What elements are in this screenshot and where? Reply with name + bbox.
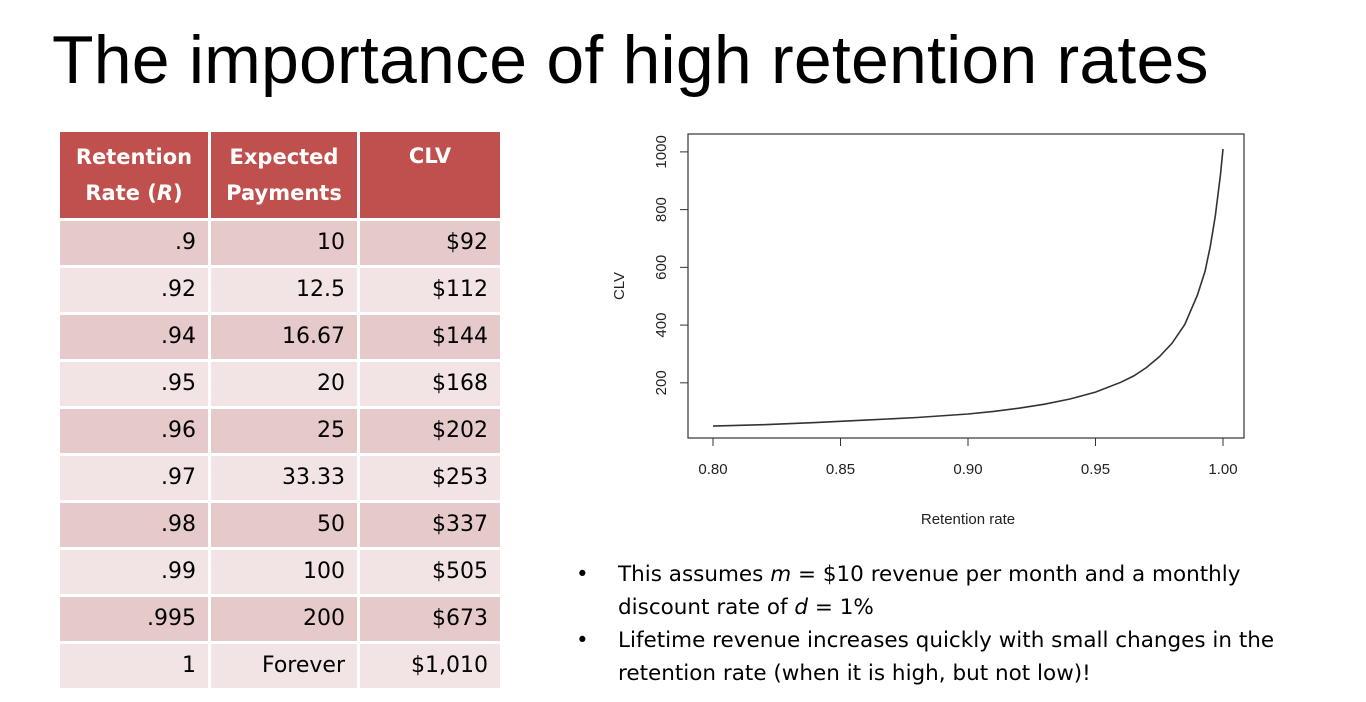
table-row: .9 10 $92 <box>60 221 500 268</box>
x-tick-label: 1.00 <box>1208 461 1237 478</box>
notes: • This assumes m = $10 revenue per month… <box>572 558 1332 690</box>
note1-var-d: d <box>794 595 809 620</box>
bullet-dot: • <box>576 562 589 587</box>
cell-retention-rate: .99 <box>60 550 208 597</box>
cell-retention-rate: 1 <box>60 644 208 691</box>
x-tick-label: 0.85 <box>826 461 855 478</box>
header-payments-line1: Expected <box>229 145 339 169</box>
slide-title: The importance of high retention rates <box>52 22 1209 98</box>
y-axis-label: CLV <box>611 272 628 300</box>
header-payments-line2: Payments <box>226 181 342 205</box>
clv-table: Retention Rate (R) Expected Payments CLV… <box>57 132 503 691</box>
y-tick-label: 1000 <box>653 135 670 168</box>
cell-clv: $112 <box>360 268 500 315</box>
cell-retention-rate: .97 <box>60 456 208 503</box>
cell-expected-payments: 50 <box>211 503 357 550</box>
clv-line-chart: 0.80 0.85 0.90 0.95 1.00 200 400 600 800 1000 Rete… <box>611 133 1245 528</box>
note-bullet-2: • Lifetime revenue increases quickly wit… <box>572 624 1332 690</box>
header-retention-var: R <box>156 181 174 205</box>
y-tick-label: 600 <box>653 255 670 280</box>
header-retention-line1: Retention <box>75 145 193 169</box>
header-clv: CLV <box>360 132 500 221</box>
table-row: .98 50 $337 <box>60 503 500 550</box>
y-tick-label: 400 <box>653 313 670 338</box>
cell-clv: $673 <box>360 597 500 644</box>
note-bullet-1: • This assumes m = $10 revenue per month… <box>572 558 1332 624</box>
table-row: 1 Forever $1,010 <box>60 644 500 691</box>
table-row: .94 16.67 $144 <box>60 315 500 362</box>
table-row: .97 33.33 $253 <box>60 456 500 503</box>
header-retention-rate: Retention Rate (R) <box>60 132 208 221</box>
cell-clv: $168 <box>360 362 500 409</box>
table-row: .92 12.5 $112 <box>60 268 500 315</box>
note1-var-m: m <box>770 562 792 587</box>
cell-expected-payments: 200 <box>211 597 357 644</box>
cell-clv: $337 <box>360 503 500 550</box>
note1-post: = 1% <box>808 595 874 620</box>
plot-frame <box>687 133 1245 439</box>
note1-pre: This assumes <box>618 562 771 587</box>
header-retention-suffix: ) <box>173 181 183 205</box>
cell-clv: $253 <box>360 456 500 503</box>
cell-expected-payments: 33.33 <box>211 456 357 503</box>
cell-retention-rate: .9 <box>60 221 208 268</box>
cell-retention-rate: .95 <box>60 362 208 409</box>
cell-retention-rate: .995 <box>60 597 208 644</box>
cell-expected-payments: 20 <box>211 362 357 409</box>
table-header-row: Retention Rate (R) Expected Payments CLV <box>60 132 500 221</box>
clv-series-line <box>712 148 1224 427</box>
cell-expected-payments: Forever <box>211 644 357 691</box>
cell-expected-payments: 10 <box>211 221 357 268</box>
cell-clv: $92 <box>360 221 500 268</box>
x-tick-label: 0.95 <box>1081 461 1110 478</box>
bullet-dot: • <box>576 628 589 653</box>
y-tick-label: 200 <box>653 370 670 395</box>
cell-clv: $1,010 <box>360 644 500 691</box>
cell-expected-payments: 100 <box>211 550 357 597</box>
cell-retention-rate: .94 <box>60 315 208 362</box>
cell-retention-rate: .92 <box>60 268 208 315</box>
table-row: .99 100 $505 <box>60 550 500 597</box>
cell-clv: $202 <box>360 409 500 456</box>
x-tick-label: 0.80 <box>698 461 727 478</box>
note1-mid: = $10 revenue per month and a monthly di… <box>618 562 1241 620</box>
header-retention-prefix: Rate ( <box>85 181 157 205</box>
cell-retention-rate: .98 <box>60 503 208 550</box>
cell-expected-payments: 25 <box>211 409 357 456</box>
header-expected-payments: Expected Payments <box>211 132 357 221</box>
table-row: .95 20 $168 <box>60 362 500 409</box>
x-tick-label: 0.90 <box>953 461 982 478</box>
x-axis-label: Retention rate <box>921 511 1015 528</box>
cell-expected-payments: 12.5 <box>211 268 357 315</box>
table-row: .96 25 $202 <box>60 409 500 456</box>
table-row: .995 200 $673 <box>60 597 500 644</box>
cell-clv: $144 <box>360 315 500 362</box>
cell-clv: $505 <box>360 550 500 597</box>
table-body: .9 10 $92.92 12.5 $112.94 16.67 $144.95 20 $168.… <box>60 221 500 691</box>
y-tick-label: 800 <box>653 197 670 222</box>
cell-retention-rate: .96 <box>60 409 208 456</box>
cell-expected-payments: 16.67 <box>211 315 357 362</box>
note2-text: Lifetime revenue increases quickly with … <box>618 628 1275 686</box>
